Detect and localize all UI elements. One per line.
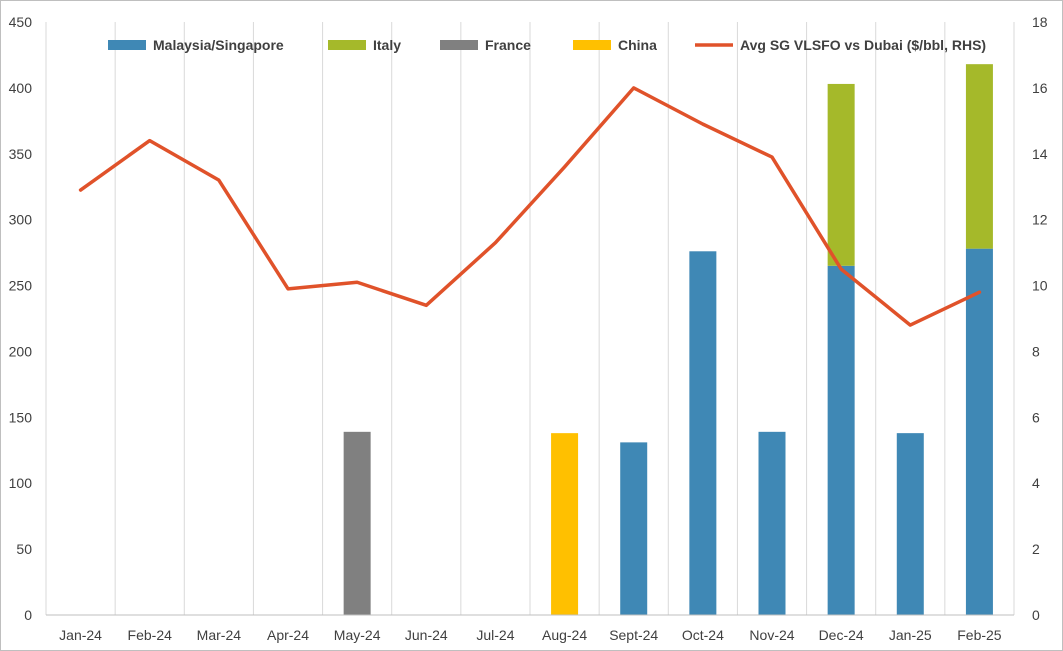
y2-tick-label: 12 [1032,212,1048,228]
x-tick-label: May-24 [334,627,381,643]
y-tick-label: 300 [9,212,33,228]
y-tick-label: 0 [24,607,32,623]
y2-tick-label: 8 [1032,343,1040,359]
bar-malaysia-singapore-oct-24 [689,251,717,615]
y-tick-label: 450 [9,14,33,30]
gridlines [45,22,1015,615]
bar-malaysia-singapore-feb-25 [965,248,993,615]
y-tick-label: 100 [9,475,33,491]
line-series [78,86,982,327]
bar-malaysia-singapore-sept-24 [620,442,648,615]
legend-label-italy: Italy [373,37,401,53]
y-tick-label: 350 [9,146,33,162]
x-tick-label: Apr-24 [267,627,309,643]
axes: 0 50 100 150 200 250 300 350 400 450 0 2 4 6 8 10 12 14 16… [9,14,1048,643]
legend-label-malaysia-singapore: Malaysia/Singapore [153,37,284,53]
legend-label-france: France [485,37,531,53]
bar-malaysia-singapore-nov-24 [758,431,786,615]
legend: Malaysia/Singapore Italy France China Avg SG… [108,37,986,53]
bar-italy-feb-25 [965,64,993,249]
y2-tick-label: 16 [1032,80,1048,96]
bar-china-aug-24 [551,433,579,615]
bars [343,64,993,615]
x-tick-label: Sept-24 [609,627,658,643]
x-tick-label: Jan-24 [59,627,102,643]
y2-tick-label: 2 [1032,541,1040,557]
bar-france-may-24 [343,431,371,615]
y2-tick-label: 18 [1032,14,1048,30]
y-tick-label: 200 [9,343,33,359]
y2-tick-label: 6 [1032,409,1040,425]
x-tick-label: Mar-24 [197,627,242,643]
y2-tick-label: 4 [1032,475,1040,491]
bar-malaysia-singapore-dec-24 [827,265,855,615]
x-tick-label: Feb-25 [957,627,1002,643]
x-tick-label: Oct-24 [682,627,724,643]
x-tick-label: Dec-24 [819,627,864,643]
legend-swatch-france [440,40,478,50]
y2-tick-label: 10 [1032,278,1048,294]
y-tick-label: 150 [9,409,33,425]
bar-malaysia-singapore-jan-25 [896,433,924,615]
x-tick-label: Aug-24 [542,627,587,643]
y-tick-label: 50 [16,541,32,557]
x-tick-label: Feb-24 [128,627,173,643]
legend-label-china: China [618,37,657,53]
legend-swatch-china [573,40,611,50]
y2-tick-label: 14 [1032,146,1048,162]
bar-italy-dec-24 [827,83,855,266]
line-avg-sg-vlsfo-vs-dubai [78,86,982,327]
y2-tick-label: 0 [1032,607,1040,623]
x-tick-label: Jul-24 [476,627,514,643]
y-tick-label: 250 [9,278,33,294]
x-tick-label: Jun-24 [405,627,448,643]
x-tick-label: Jan-25 [889,627,932,643]
legend-swatch-italy [328,40,366,50]
legend-label-avg-sg-vlsfo-vs-dubai-bbl-rhs: Avg SG VLSFO vs Dubai ($/bbl, RHS) [740,37,986,53]
y-tick-label: 400 [9,80,33,96]
x-tick-label: Nov-24 [749,627,794,643]
legend-swatch-malaysia-singapore [108,40,146,50]
